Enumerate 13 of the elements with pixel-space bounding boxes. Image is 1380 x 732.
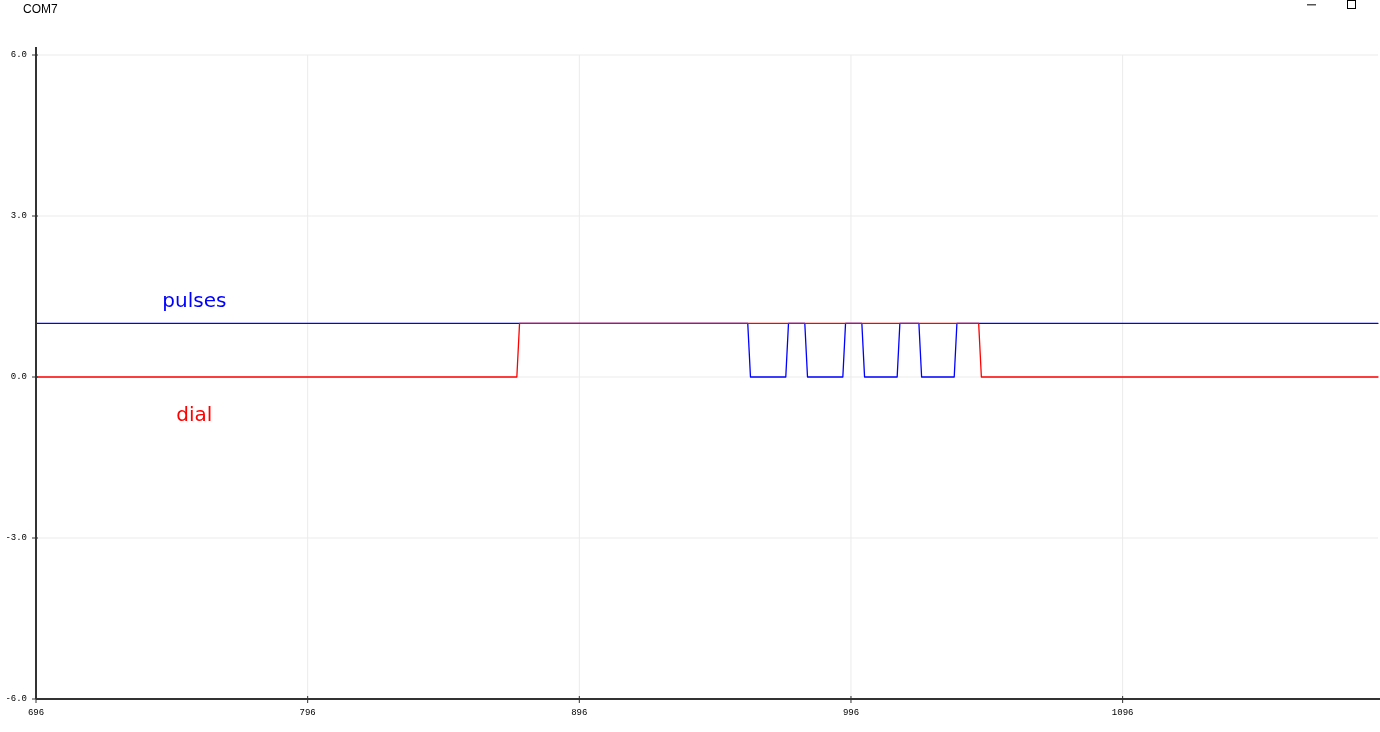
x-tick-label: 796 [299, 708, 316, 719]
x-tick-label: 996 [842, 708, 860, 719]
y-tick-label: -6.0 [5, 694, 27, 705]
x-tick-label: 1096 [1111, 708, 1134, 719]
x-tick-label: 696 [27, 708, 45, 719]
chart-title: COM7 [23, 2, 58, 17]
y-tick-label: 0.0 [10, 372, 27, 383]
x-tick-label: 896 [571, 708, 588, 719]
series-label: pulses [162, 288, 227, 313]
y-tick-label: -3.0 [5, 533, 27, 544]
y-tick-label: 6.0 [10, 50, 27, 61]
series-label: dial [176, 402, 213, 426]
y-tick-label: 3.0 [10, 211, 27, 222]
